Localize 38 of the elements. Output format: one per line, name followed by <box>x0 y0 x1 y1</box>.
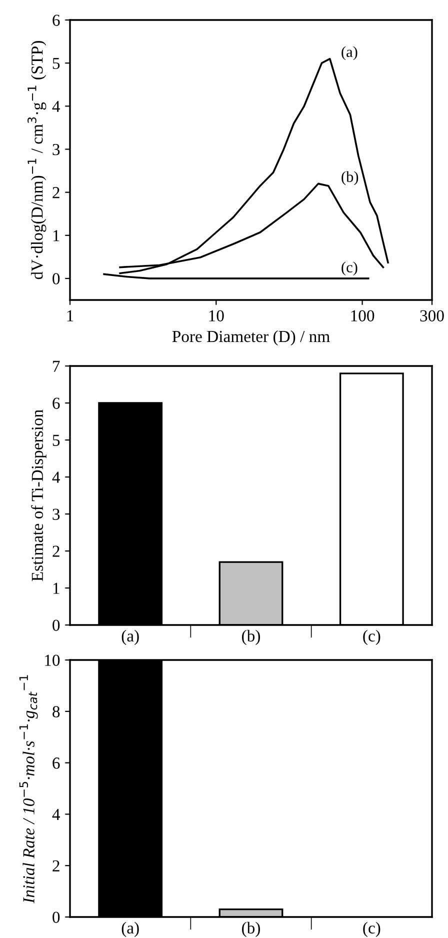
annotation: (a) <box>342 46 358 60</box>
y-tick-label: 8 <box>52 706 60 718</box>
y-tick-label: 5 <box>52 58 60 70</box>
y-tick-label: 4 <box>52 472 60 483</box>
x-tick-label: (c) <box>363 630 380 645</box>
x-tick-label: (a) <box>122 922 139 937</box>
y-tick-label: 3 <box>52 508 60 520</box>
y-tick-label: 2 <box>52 860 60 872</box>
x-tick-label: 10 <box>209 310 224 322</box>
y-tick-label: 6 <box>52 14 60 26</box>
y-tick-label: 10 <box>45 654 60 666</box>
y-tick-label: 6 <box>52 398 60 409</box>
y-tick-label: 2 <box>52 546 60 557</box>
y-tick-label: 1 <box>53 230 60 242</box>
y-tick-label: 0 <box>52 273 60 284</box>
x-tick-label: (b) <box>242 922 260 937</box>
y-axis-title: Initial Rate / 10$^{−5}$·mol·s$^{−1}$·g$_{cat}$$^{−1}$ <box>19 675 38 904</box>
x-tick-label: 300 <box>420 310 444 322</box>
y-tick-label: 1 <box>53 582 60 594</box>
y-tick-label: 5 <box>52 434 60 446</box>
y-tick-label: 0 <box>52 912 60 923</box>
x-tick-label: 1 <box>67 310 74 322</box>
y-tick-label: 6 <box>52 758 60 769</box>
x-tick-label: 100 <box>351 310 374 322</box>
y-axis-title: Estimate of Ti-Dispersion <box>31 410 46 582</box>
y-axis-title: dV·dlog(D/nm)$^{−1}$ / cm$^{3}$·g$^{−1}$ (STP) <box>28 41 46 280</box>
x-axis-title: Pore Diameter (D) / nm <box>172 330 330 346</box>
y-tick-label: 4 <box>52 100 60 112</box>
annotation: (c) <box>342 262 358 276</box>
y-tick-label: 2 <box>52 187 60 198</box>
y-tick-label: 0 <box>52 620 60 631</box>
annotation: (b) <box>342 171 358 186</box>
x-tick-label: (c) <box>363 922 380 937</box>
x-tick-label: (b) <box>242 630 260 645</box>
y-tick-label: 3 <box>52 144 60 156</box>
y-tick-label: 4 <box>52 809 60 820</box>
x-tick-label: (a) <box>122 630 139 645</box>
y-tick-label: 7 <box>53 360 60 372</box>
